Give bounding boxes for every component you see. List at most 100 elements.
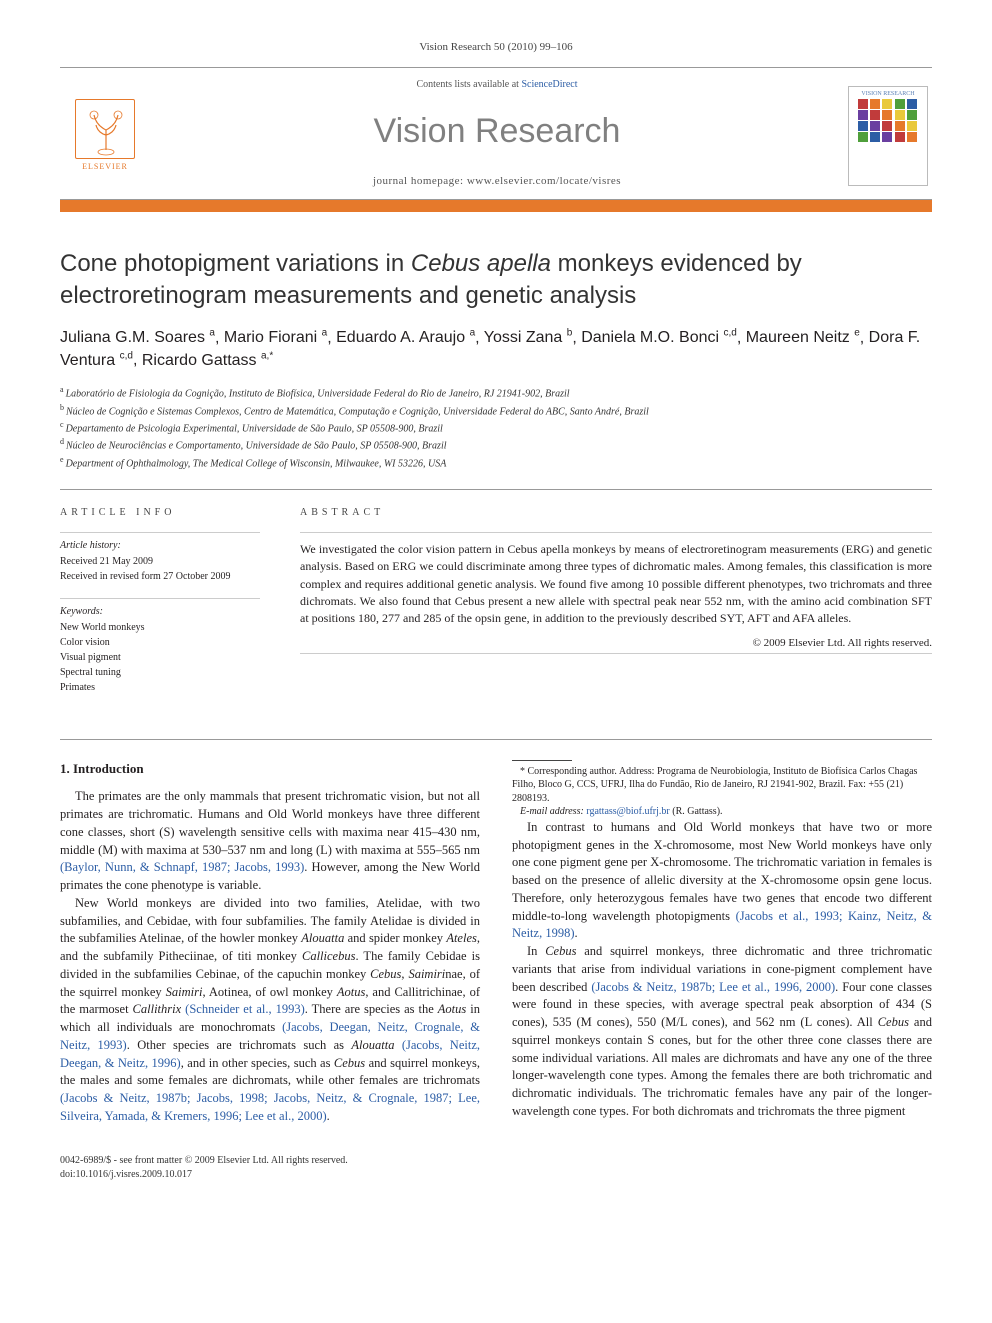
author: Eduardo A. Araujo a [336, 329, 475, 346]
cover-cell [870, 132, 880, 142]
citation[interactable]: (Baylor, Nunn, & Schnapf, 1987; Jacobs, … [60, 860, 304, 874]
abstract-heading: ABSTRACT [300, 506, 932, 520]
article-info-column: ARTICLE INFO Article history: Received 2… [60, 506, 260, 709]
keyword: New World monkeys [60, 621, 260, 635]
genus-name: Alouatta [351, 1038, 394, 1052]
corr-label: * Corresponding author. [520, 766, 619, 777]
genus-name: Cebus [878, 1015, 909, 1029]
keyword: Spectral tuning [60, 666, 260, 680]
cover-cell [870, 121, 880, 131]
genus-name: Cebus [334, 1056, 365, 1070]
elsevier-wordmark: ELSEVIER [82, 161, 128, 172]
cover-cell [907, 132, 917, 142]
cover-cell [858, 121, 868, 131]
author: Maureen Neitz e [746, 329, 860, 346]
journal-homepage-line: journal homepage: www.elsevier.com/locat… [150, 174, 844, 189]
affiliation-sup: c [60, 420, 66, 429]
genus-name: Cebus [370, 967, 401, 981]
section-heading-intro: 1. Introduction [60, 760, 480, 778]
body-paragraph: New World monkeys are divided into two f… [60, 895, 480, 1126]
author: Mario Fiorani a [224, 329, 327, 346]
abstract-top-rule [300, 532, 932, 533]
affiliation: d Núcleo de Neurociências e Comportament… [60, 436, 932, 453]
corr-email-link[interactable]: rgattass@biof.ufrj.br [586, 806, 669, 817]
journal-masthead: ELSEVIER Contents lists available at Sci… [60, 67, 932, 200]
journal-cover-thumb: VISION RESEARCH [848, 86, 928, 186]
homepage-prefix: journal homepage: [373, 175, 467, 187]
citation[interactable]: (Jacobs & Neitz, 1987b; Jacobs, 1998; Ja… [60, 1091, 480, 1123]
cover-color-grid [858, 99, 918, 142]
cover-cell [907, 99, 917, 109]
body-paragraph: The primates are the only mammals that p… [60, 788, 480, 895]
masthead-center: Contents lists available at ScienceDirec… [150, 72, 844, 199]
affiliation-sup: e [60, 455, 66, 464]
front-matter-line: 0042-6989/$ - see front matter © 2009 El… [60, 1154, 932, 1168]
affiliation: c Departamento de Psicologia Experimenta… [60, 419, 932, 436]
keyword: Color vision [60, 636, 260, 650]
citation[interactable]: (Schneider et al., 1993) [185, 1002, 305, 1016]
affiliation-sup: b [60, 403, 66, 412]
citation[interactable]: (Jacobs et al., 1993; Kainz, Neitz, & Ne… [512, 909, 932, 941]
cover-cell [882, 121, 892, 131]
author: Yossi Zana b [484, 329, 573, 346]
affiliation: a Laboratório de Fisiologia da Cognição,… [60, 384, 932, 401]
history-line: Received in revised form 27 October 2009 [60, 570, 260, 584]
author: Daniela M.O. Bonci c,d [581, 329, 737, 346]
article-history-label: Article history: [60, 532, 260, 553]
cover-title: VISION RESEARCH [861, 91, 914, 97]
elsevier-logo: ELSEVIER [60, 86, 150, 186]
history-line: Received 21 May 2009 [60, 555, 260, 569]
cover-cell [870, 110, 880, 120]
genus-name: Aotus [337, 985, 365, 999]
cover-cell [882, 132, 892, 142]
body-paragraph: In contrast to humans and Old World monk… [512, 819, 932, 943]
author: Juliana G.M. Soares a [60, 329, 215, 346]
cover-cell [895, 121, 905, 131]
cover-cell [858, 99, 868, 109]
author-affil-sup: a,* [261, 350, 273, 361]
article-body: 1. Introduction The primates are the onl… [60, 760, 932, 1130]
author-affil-sup: a [322, 328, 328, 339]
email-footnote: E-mail address: rgattass@biof.ufrj.br (R… [512, 805, 932, 819]
affiliation: e Department of Ophthalmology, The Medic… [60, 454, 932, 471]
genus-name: Alouatta [301, 931, 344, 945]
genus-name: Aotus [438, 1002, 466, 1016]
title-segment-1: Cone photopigment variations in [60, 250, 411, 277]
genus-name: Callicebus [302, 949, 355, 963]
keyword: Visual pigment [60, 651, 260, 665]
affiliation-list: a Laboratório de Fisiologia da Cognição,… [60, 384, 932, 471]
article-history-block: Article history: Received 21 May 2009Rec… [60, 532, 260, 584]
accent-bar [60, 200, 932, 212]
cover-cell [907, 121, 917, 131]
article-info-heading: ARTICLE INFO [60, 506, 260, 520]
email-label: E-mail address: [520, 806, 586, 817]
sciencedirect-link[interactable]: ScienceDirect [521, 79, 577, 90]
genus-name: Ateles [446, 931, 477, 945]
corresponding-author-footnote: * Corresponding author. Address: Program… [512, 765, 932, 806]
keywords-label: Keywords: [60, 598, 260, 619]
cover-cell [895, 110, 905, 120]
contents-prefix: Contents lists available at [416, 79, 521, 90]
keyword: Primates [60, 681, 260, 695]
author-affil-sup: c,d [120, 350, 133, 361]
author-affil-sup: a [470, 328, 476, 339]
body-top-rule [60, 739, 932, 740]
cover-cell [870, 99, 880, 109]
abstract-copyright: © 2009 Elsevier Ltd. All rights reserved… [300, 636, 932, 651]
elsevier-tree-icon [75, 99, 135, 159]
body-paragraph: In Cebus and squirrel monkeys, three dic… [512, 943, 932, 1121]
affiliation-sup: d [60, 437, 66, 446]
contents-available-line: Contents lists available at ScienceDirec… [150, 78, 844, 92]
email-suffix: (R. Gattass). [670, 806, 723, 817]
affiliation: b Núcleo de Cognição e Sistemas Complexo… [60, 402, 932, 419]
cover-cell [895, 99, 905, 109]
genus-name: Callithrix [133, 1002, 182, 1016]
citation[interactable]: (Jacobs & Neitz, 1987b; Lee et al., 1996… [591, 980, 835, 994]
cover-cell [895, 132, 905, 142]
author-affil-sup: c,d [723, 328, 736, 339]
doi-line: doi:10.1016/j.visres.2009.10.017 [60, 1168, 932, 1182]
author-affil-sup: b [567, 328, 573, 339]
copyright-footer: 0042-6989/$ - see front matter © 2009 El… [60, 1154, 932, 1182]
abstract-column: ABSTRACT We investigated the color visio… [300, 506, 932, 709]
homepage-url[interactable]: www.elsevier.com/locate/visres [467, 175, 621, 187]
